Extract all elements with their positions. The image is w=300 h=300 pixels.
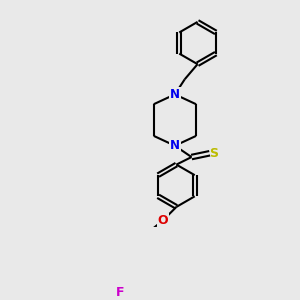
- Text: N: N: [170, 139, 180, 152]
- Text: F: F: [116, 286, 125, 299]
- Text: N: N: [170, 88, 180, 101]
- Text: S: S: [209, 147, 218, 160]
- Text: O: O: [158, 214, 168, 227]
